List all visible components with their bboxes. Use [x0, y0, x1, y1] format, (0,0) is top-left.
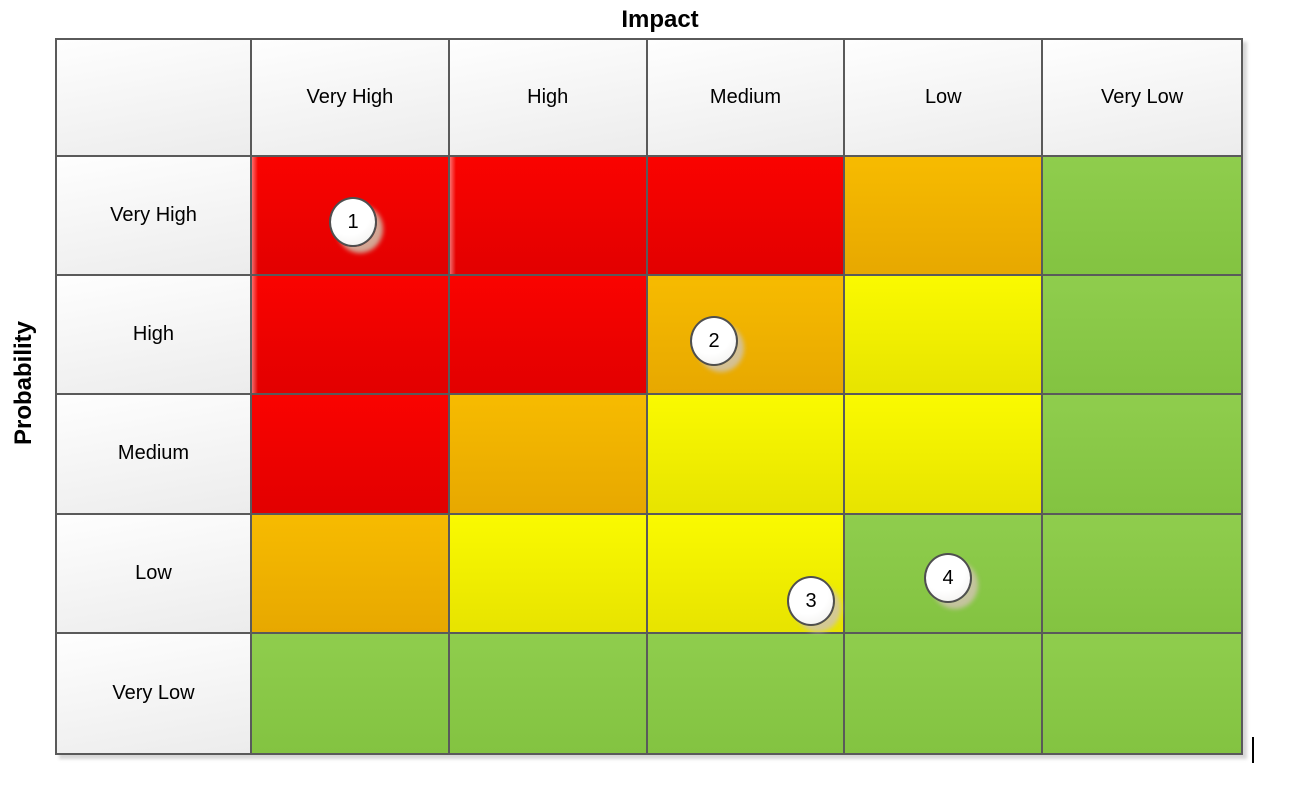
risk-marker-2[interactable]: 2	[690, 316, 738, 366]
cell-label: Medium	[709, 86, 782, 108]
risk-marker-label: 2	[708, 329, 720, 352]
column-header-very-low: Very Low	[1043, 40, 1241, 157]
cell-medium-low	[845, 395, 1044, 515]
cell-label: Very Low	[112, 681, 195, 704]
row-header-very-high: Very High	[57, 157, 252, 277]
x-axis-title: Impact	[621, 6, 699, 33]
row-header-very-low: Very Low	[57, 633, 252, 753]
cell-high-high	[449, 276, 648, 396]
cell-high-very-high	[252, 276, 450, 396]
cell-very-high-high	[449, 157, 648, 277]
risk-marker-label: 1	[347, 210, 359, 233]
risk-marker-label: 4	[942, 566, 954, 589]
row-header-medium: Medium	[57, 395, 252, 515]
cell-high-very-low	[1043, 276, 1241, 396]
cell-low-very-low	[1043, 514, 1241, 634]
column-header-low: Low	[845, 40, 1044, 157]
cell-very-high-very-low	[1043, 157, 1241, 277]
text-cursor-artifact	[1252, 737, 1254, 763]
cell-very-high-medium	[647, 157, 846, 277]
column-header-very-high: Very High	[252, 40, 450, 157]
risk-marker-label: 3	[805, 589, 817, 612]
cell-very-low-very-low	[1043, 633, 1241, 753]
cell-high-low	[845, 276, 1044, 396]
cell-label: Very Low	[1100, 86, 1184, 108]
cell-high-medium	[647, 276, 846, 396]
matrix-corner-cell	[57, 40, 252, 157]
cell-label: Very High	[306, 86, 394, 108]
cell-very-high-low	[845, 157, 1044, 277]
risk-marker-3[interactable]: 3	[787, 576, 835, 626]
cell-very-low-very-high	[252, 633, 450, 753]
cell-medium-very-high	[252, 395, 450, 515]
column-header-medium: Medium	[647, 40, 846, 157]
cell-very-low-medium	[647, 633, 846, 753]
cell-medium-medium	[647, 395, 846, 515]
cell-label: Low	[135, 561, 172, 584]
cell-label: Low	[924, 86, 962, 108]
cell-medium-high	[449, 395, 648, 515]
cell-label: Very High	[110, 204, 197, 227]
cell-low-very-high	[252, 514, 450, 634]
y-axis-title: Probability	[10, 320, 37, 446]
cell-very-low-high	[449, 633, 648, 753]
risk-matrix-table: Very High High Medium Low Very Low Very High H…	[55, 38, 1243, 755]
cell-label: Medium	[117, 442, 190, 465]
cell-low-high	[449, 514, 648, 634]
risk-marker-1[interactable]: 1	[329, 197, 377, 247]
cell-medium-very-low	[1043, 395, 1241, 515]
column-header-high: High	[449, 40, 648, 157]
risk-marker-4[interactable]: 4	[924, 553, 972, 603]
row-header-low: Low	[57, 514, 252, 634]
cell-label: High	[527, 86, 569, 108]
cell-very-low-low	[845, 633, 1044, 753]
cell-label: High	[132, 323, 175, 346]
row-header-high: High	[57, 276, 252, 396]
